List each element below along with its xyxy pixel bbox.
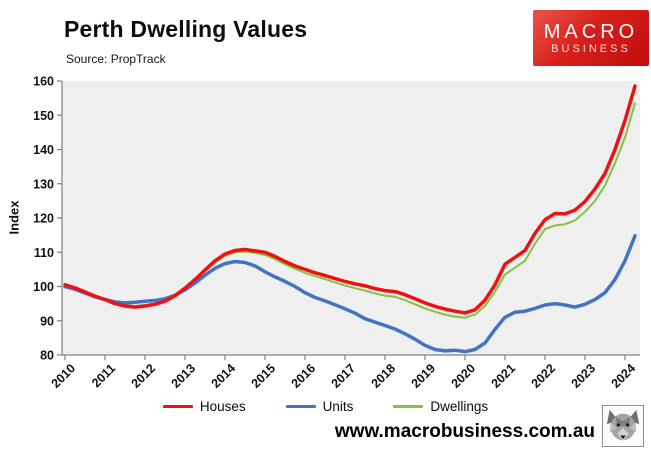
x-tick-label: 2017 [329, 361, 359, 391]
x-tick-label: 2016 [289, 361, 319, 391]
source-label: Source: PropTrack [66, 52, 166, 66]
macrobusiness-logo: MACRO BUSINESS [533, 10, 649, 66]
x-tick-label: 2019 [409, 361, 439, 391]
legend-label-dwellings: Dwellings [430, 399, 489, 414]
logo-text-business: BUSINESS [551, 42, 631, 55]
y-tick-label: 120 [33, 212, 54, 226]
logo-text-macro: MACRO [543, 20, 639, 43]
series-line-houses [63, 84, 637, 315]
x-tick-label: 2023 [569, 361, 599, 391]
x-tick-label: 2024 [609, 361, 639, 391]
x-tick-label: 2010 [49, 361, 79, 391]
y-tick-label: 140 [33, 143, 54, 157]
x-tick-label: 2018 [369, 361, 399, 391]
website-url: www.macrobusiness.com.au [334, 421, 595, 442]
y-tick-label: 130 [33, 177, 54, 191]
plot-area [62, 81, 640, 355]
y-tick-label: 80 [40, 349, 54, 363]
x-tick-label: 2020 [449, 361, 479, 391]
wolf-head-icon [606, 409, 640, 442]
legend-label-houses: Houses [199, 399, 246, 414]
x-tick-label: 2021 [489, 361, 519, 391]
x-tick-label: 2013 [169, 361, 199, 391]
legend-swatch-dwellings [393, 404, 424, 409]
x-tick-label: 2015 [249, 361, 279, 391]
x-tick-label: 2012 [129, 361, 159, 391]
y-tick-label: 150 [33, 109, 54, 123]
legend-swatch-houses [162, 404, 193, 409]
y-tick-label: 160 [33, 75, 54, 89]
series-line-units [63, 234, 637, 354]
y-tick-label: 110 [34, 246, 54, 260]
y-tick-label: 90 [40, 314, 54, 328]
legend-item-units: Units [285, 399, 354, 414]
legend-item-houses: Houses [162, 399, 246, 414]
y-tick-label: 100 [33, 280, 54, 294]
legend-swatch-units [285, 404, 316, 409]
x-tick-label: 2022 [529, 361, 559, 391]
chart-legend: Houses Units Dwellings [0, 399, 651, 414]
page-title: Perth Dwelling Values [64, 16, 308, 42]
x-tick-label: 2014 [209, 361, 239, 391]
x-tick-label: 2011 [89, 361, 118, 390]
legend-item-dwellings: Dwellings [393, 399, 488, 414]
wolf-logo [602, 405, 644, 447]
legend-label-units: Units [322, 399, 354, 414]
